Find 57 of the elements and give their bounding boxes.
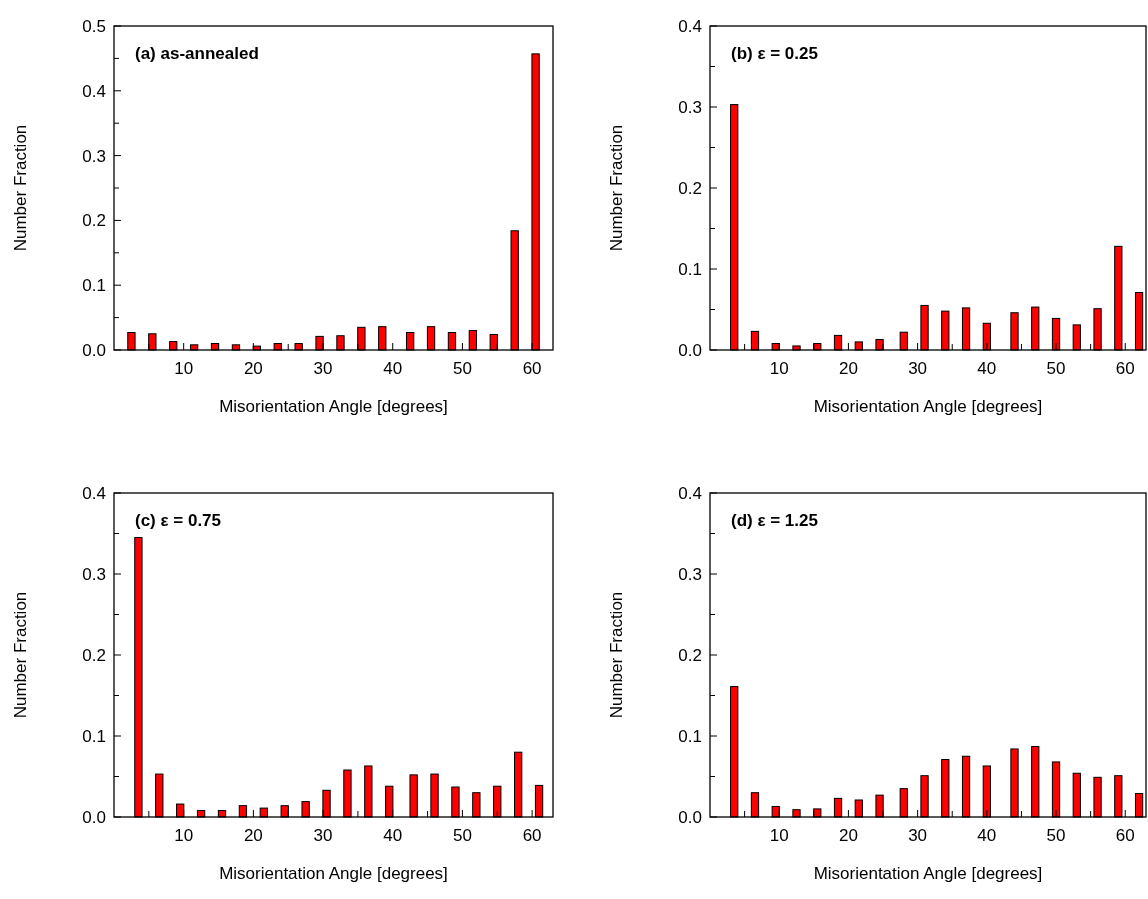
text: (c) ε = 0.75 (135, 511, 222, 530)
y-tick-label: 0.4 (82, 483, 106, 503)
x-tick-label: 10 (769, 826, 789, 845)
x-tick-label: 10 (174, 826, 194, 845)
x-tick-label: 60 (1115, 826, 1135, 845)
y-tick-label: 0.0 (678, 807, 702, 827)
x-tick-label: 40 (977, 359, 997, 378)
y-tick-label: 0.2 (678, 178, 702, 198)
x-tick-label: 20 (838, 359, 858, 378)
x-tick-label: 10 (174, 359, 194, 378)
x-tick-label: 30 (313, 826, 333, 845)
x-axis-title: Misorientation Angle [degrees] (219, 864, 448, 883)
x-axis-title: Misorientation Angle [degrees] (219, 397, 448, 416)
x-tick-label: 50 (452, 359, 472, 378)
y-tick-label: 0.4 (678, 483, 702, 503)
x-tick-label: 50 (452, 826, 472, 845)
text: (b) ε = 0.25 (731, 44, 818, 63)
x-tick-label: 20 (243, 359, 263, 378)
x-tick-label: 50 (1046, 359, 1066, 378)
x-tick-label: 10 (769, 359, 789, 378)
y-tick-label: 0.4 (678, 16, 702, 36)
x-tick-label: 60 (522, 826, 542, 845)
y-axis-title: Number Fraction (11, 124, 30, 252)
y-tick-label: 0.1 (678, 259, 702, 279)
y-tick-label: 0.3 (678, 97, 702, 117)
x-tick-label: 30 (313, 359, 333, 378)
x-tick-label: 50 (1046, 826, 1066, 845)
x-axis-title: Misorientation Angle [degrees] (813, 864, 1043, 883)
y-tick-label: 0.2 (82, 211, 106, 231)
y-tick-label: 0.5 (82, 16, 106, 36)
x-tick-label: 30 (908, 826, 928, 845)
x-tick-label: 40 (383, 359, 403, 378)
x-tick-label: 40 (977, 826, 997, 845)
y-axis-title: Number Fraction (607, 591, 626, 719)
y-tick-label: 0.0 (678, 340, 702, 360)
x-tick-label: 60 (522, 359, 542, 378)
y-tick-label: 0.1 (678, 726, 702, 746)
x-axis-title: Misorientation Angle [degrees] (813, 397, 1043, 416)
text: (d) ε = 1.25 (731, 511, 818, 530)
y-tick-label: 0.0 (82, 807, 106, 827)
y-axis-title: Number Fraction (607, 124, 626, 252)
y-tick-label: 0.1 (82, 726, 106, 746)
y-axis-title: Number Fraction (11, 591, 30, 719)
x-tick-label: 20 (243, 826, 263, 845)
x-tick-label: 40 (383, 826, 403, 845)
text: (a) as-annealed (135, 44, 259, 63)
y-tick-label: 0.4 (82, 81, 106, 101)
x-tick-label: 30 (908, 359, 928, 378)
y-tick-label: 0.2 (82, 645, 106, 665)
x-tick-label: 20 (838, 826, 858, 845)
y-tick-label: 0.0 (82, 340, 106, 360)
y-tick-label: 0.3 (678, 564, 702, 584)
y-tick-label: 0.2 (678, 645, 702, 665)
x-tick-label: 60 (1115, 359, 1135, 378)
y-tick-label: 0.3 (82, 146, 106, 166)
y-tick-label: 0.1 (82, 276, 106, 296)
y-tick-label: 0.3 (82, 564, 106, 584)
